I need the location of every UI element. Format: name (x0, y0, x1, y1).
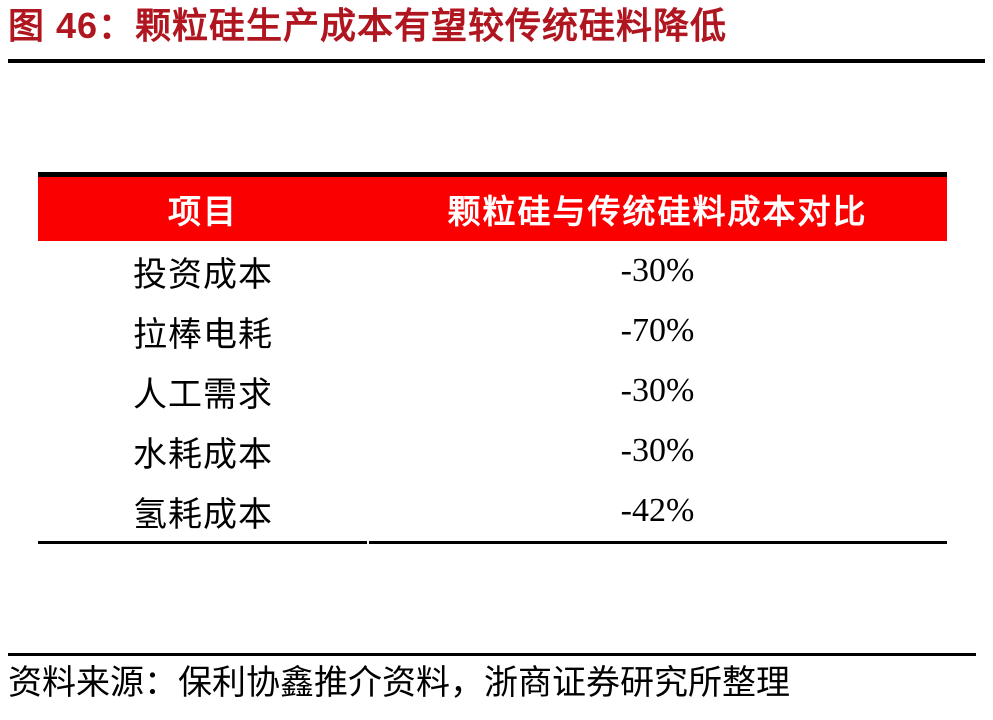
row-item-label: 投资成本 (133, 256, 273, 294)
figure-title: 图 46：颗粒硅生产成本有望较传统硅料降低 (8, 5, 728, 46)
table-bottom-border (38, 541, 947, 544)
row-value: -30% (620, 252, 695, 289)
source-divider (8, 653, 976, 656)
row-value: -70% (620, 312, 695, 349)
column-header-comparison: 颗粒硅与传统硅料成本对比 (447, 195, 868, 231)
table-body: 投资成本 -30% 拉棒电耗 -70% 人工需求 -30% 水耗成本 -30% … (38, 241, 947, 541)
column-header-item: 项目 (168, 195, 238, 231)
cost-comparison-table: 项目 颗粒硅与传统硅料成本对比 投资成本 -30% 拉棒电耗 -70% 人工需求… (38, 172, 947, 544)
table-header-row: 项目 颗粒硅与传统硅料成本对比 (38, 172, 947, 241)
table-row: 氢耗成本 -42% (38, 481, 947, 541)
row-item-label: 人工需求 (133, 376, 273, 414)
row-item-label: 氢耗成本 (133, 496, 273, 534)
row-value: -30% (620, 432, 695, 469)
bottom-border-segment-right (369, 541, 947, 544)
bottom-border-segment-left (38, 541, 367, 544)
table-row: 拉棒电耗 -70% (38, 301, 947, 361)
row-item-label: 拉棒电耗 (133, 316, 273, 354)
title-divider (8, 59, 985, 63)
row-value: -30% (620, 372, 695, 409)
source-text: 资料来源：保利协鑫推介资料，浙商证券研究所整理 (8, 665, 790, 702)
table-row: 人工需求 -30% (38, 361, 947, 421)
table-row: 水耗成本 -30% (38, 421, 947, 481)
row-value: -42% (620, 492, 695, 529)
table-row: 投资成本 -30% (38, 241, 947, 301)
row-item-label: 水耗成本 (133, 436, 273, 474)
